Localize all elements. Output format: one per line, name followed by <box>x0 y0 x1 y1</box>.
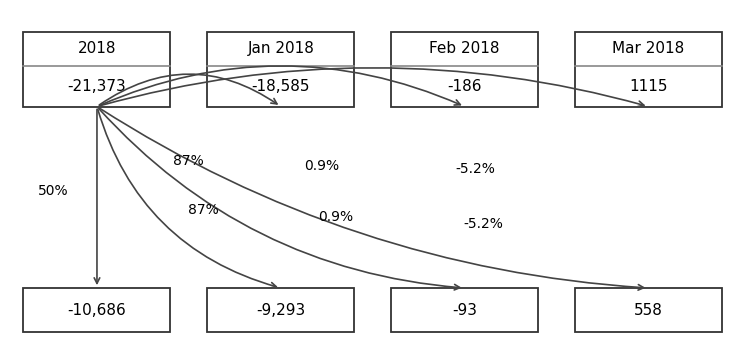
FancyBboxPatch shape <box>207 32 354 107</box>
Text: 87%: 87% <box>173 154 204 168</box>
Text: -5.2%: -5.2% <box>455 162 495 176</box>
Text: 50%: 50% <box>38 184 68 198</box>
Text: -10,686: -10,686 <box>68 303 126 318</box>
FancyBboxPatch shape <box>391 32 538 107</box>
Text: 1115: 1115 <box>629 79 668 93</box>
Text: 87%: 87% <box>188 203 219 217</box>
FancyBboxPatch shape <box>575 288 722 332</box>
FancyBboxPatch shape <box>24 288 170 332</box>
Text: 0.9%: 0.9% <box>318 210 354 224</box>
Text: -18,585: -18,585 <box>252 79 310 93</box>
Text: Feb 2018: Feb 2018 <box>430 41 500 56</box>
Text: Jan 2018: Jan 2018 <box>247 41 314 56</box>
Text: 558: 558 <box>634 303 663 318</box>
Text: -21,373: -21,373 <box>68 79 126 93</box>
Text: 0.9%: 0.9% <box>303 159 339 173</box>
FancyBboxPatch shape <box>207 288 354 332</box>
Text: -186: -186 <box>447 79 482 93</box>
Text: -9,293: -9,293 <box>256 303 306 318</box>
FancyBboxPatch shape <box>391 288 538 332</box>
Text: 2018: 2018 <box>77 41 116 56</box>
Text: Mar 2018: Mar 2018 <box>613 41 685 56</box>
FancyBboxPatch shape <box>24 32 170 107</box>
FancyBboxPatch shape <box>575 32 722 107</box>
Text: -5.2%: -5.2% <box>463 216 503 231</box>
Text: -93: -93 <box>452 303 477 318</box>
